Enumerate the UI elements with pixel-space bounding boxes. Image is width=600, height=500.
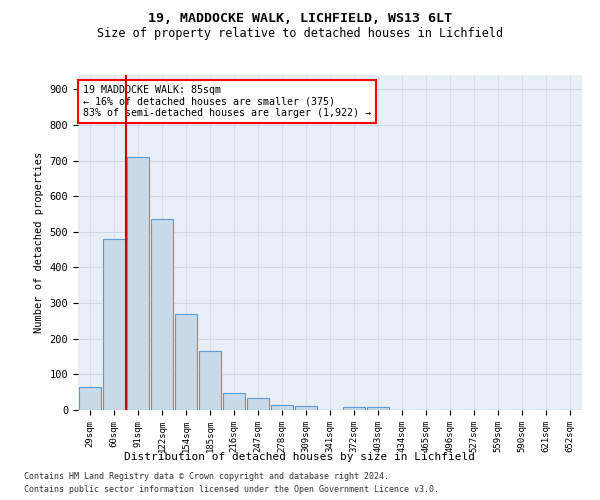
Bar <box>271 404 293 410</box>
Bar <box>247 398 269 410</box>
Bar <box>79 387 101 410</box>
Text: 19 MADDOCKE WALK: 85sqm
← 16% of detached houses are smaller (375)
83% of semi-d: 19 MADDOCKE WALK: 85sqm ← 16% of detache… <box>83 85 371 118</box>
Bar <box>223 393 245 410</box>
Text: Contains HM Land Registry data © Crown copyright and database right 2024.: Contains HM Land Registry data © Crown c… <box>24 472 389 481</box>
Text: Contains public sector information licensed under the Open Government Licence v3: Contains public sector information licen… <box>24 485 439 494</box>
Bar <box>127 157 149 410</box>
Bar <box>343 407 365 410</box>
Text: 19, MADDOCKE WALK, LICHFIELD, WS13 6LT: 19, MADDOCKE WALK, LICHFIELD, WS13 6LT <box>148 12 452 26</box>
Bar <box>175 314 197 410</box>
Bar <box>151 220 173 410</box>
Y-axis label: Number of detached properties: Number of detached properties <box>34 152 44 333</box>
Bar <box>367 407 389 410</box>
Bar <box>295 406 317 410</box>
Bar <box>199 351 221 410</box>
Text: Distribution of detached houses by size in Lichfield: Distribution of detached houses by size … <box>125 452 476 462</box>
Text: Size of property relative to detached houses in Lichfield: Size of property relative to detached ho… <box>97 28 503 40</box>
Bar <box>103 239 125 410</box>
